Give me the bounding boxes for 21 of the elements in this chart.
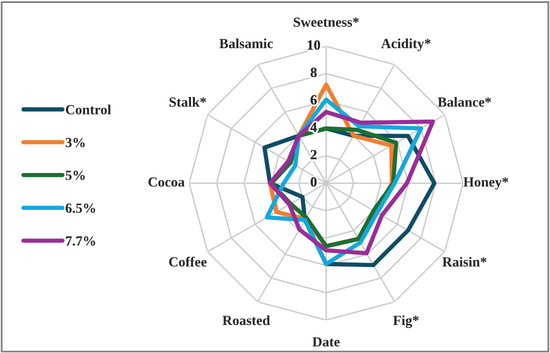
legend-label: 7.7% <box>66 236 96 246</box>
spoke-label: Fig* <box>393 315 419 328</box>
spoke-label: Acidity* <box>381 38 431 52</box>
spoke-label: Cocoa <box>148 177 185 187</box>
spoke-label: Raisin* <box>442 256 486 267</box>
y-tick-label: 0 <box>310 177 317 187</box>
spoke-label: Balance* <box>438 96 492 107</box>
spoke-label: Date <box>312 337 340 347</box>
spoke-label: Coffee <box>169 256 207 267</box>
legend-label: 5% <box>66 170 85 180</box>
spoke-label: Stalk* <box>170 96 206 107</box>
spoke-label: Honey* <box>463 177 508 190</box>
spoke-label: Sweetness* <box>294 17 359 27</box>
y-tick-label: 8 <box>310 68 317 78</box>
legend-label: 6.5% <box>66 203 96 213</box>
legend-label: 3% <box>66 138 85 148</box>
spoke-label: Roasted <box>222 315 270 326</box>
spoke-label: Balsamic <box>219 38 273 48</box>
y-tick-label: 2 <box>310 150 317 160</box>
y-tick-label: 10 <box>308 40 320 50</box>
legend-label: Control <box>66 104 111 114</box>
